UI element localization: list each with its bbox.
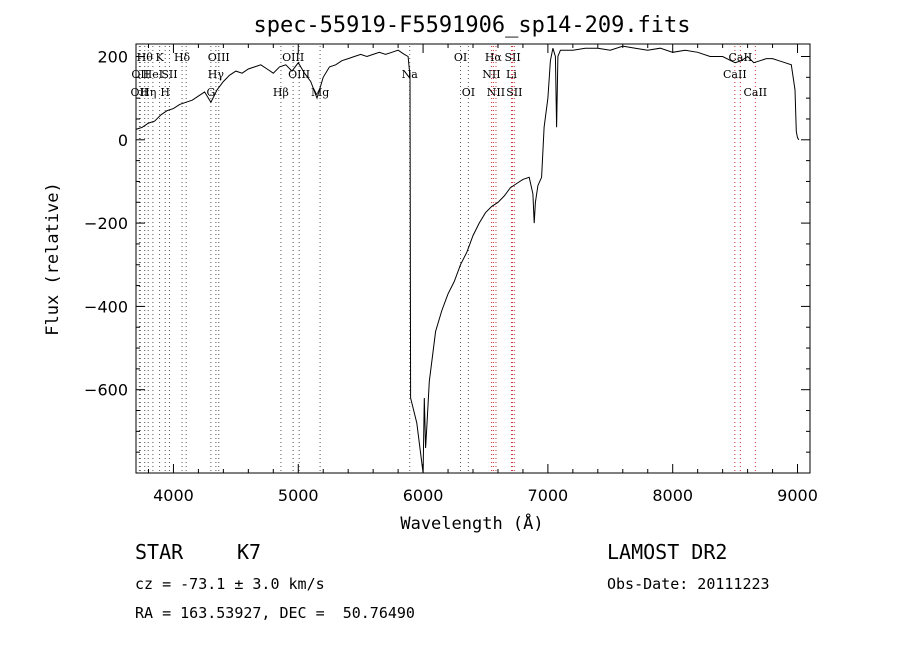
- line-marker-label: K: [155, 51, 164, 64]
- line-marker-label: H: [160, 86, 170, 99]
- line-marker-label: SII: [504, 51, 520, 64]
- ra-dec-coordinates: RA = 163.53927, DEC = 50.76490: [135, 604, 415, 622]
- line-marker-label: OI: [462, 86, 475, 99]
- object-class: STAR: [135, 540, 184, 564]
- line-marker-label: CaII: [729, 51, 753, 64]
- axis-ticks: 4000 5000 6000 7000 8000 9000 200 0 −200 −400 −600: [84, 44, 818, 505]
- line-marker-label: NII: [487, 86, 505, 99]
- line-marker-label: Hβ: [273, 86, 289, 99]
- line-marker-label: Hγ: [208, 68, 225, 81]
- line-marker-label: OI: [454, 51, 467, 64]
- line-marker-label: Hα: [485, 51, 503, 64]
- line-markers: [138, 46, 756, 473]
- line-marker-label: OIII: [208, 51, 230, 64]
- y-tick-label: −600: [84, 381, 128, 400]
- spectrum-series-line: [135, 45, 800, 474]
- line-marker-label: OII: [131, 86, 149, 99]
- line-marker-label: Li: [506, 68, 517, 81]
- x-tick-label: 8000: [652, 486, 693, 505]
- line-marker-label: OIII: [282, 51, 304, 64]
- y-tick-label: 0: [118, 131, 128, 150]
- plot-frame: [135, 43, 811, 474]
- line-marker-label: Hδ: [174, 51, 191, 64]
- redshift-velocity: cz = -73.1 ± 3.0 km/s: [135, 575, 325, 593]
- line-marker-label: Hθ: [137, 51, 154, 64]
- x-tick-label: 9000: [777, 486, 818, 505]
- line-marker-label: Hη: [140, 86, 156, 99]
- x-tick-label: 6000: [403, 486, 444, 505]
- y-axis-label: Flux (relative): [43, 182, 63, 336]
- observation-date: Obs-Date: 20111223: [607, 575, 770, 593]
- x-axis-label: Wavelength (Å): [400, 512, 543, 534]
- object-subclass: K7: [237, 540, 262, 564]
- chart-title: spec-55919-F5591906_sp14-209.fits: [253, 13, 690, 38]
- x-tick-label: 5000: [278, 486, 319, 505]
- line-marker-label: CaII: [743, 86, 767, 99]
- survey-name: LAMOST DR2: [607, 540, 728, 564]
- line-marker-label: HeI: [143, 68, 163, 81]
- line-marker-label: CaII: [723, 68, 747, 81]
- line-marker-label: SII: [506, 86, 522, 99]
- line-marker-label: G: [206, 86, 215, 99]
- line-marker-label: SII: [161, 68, 177, 81]
- line-marker-label: NII: [482, 68, 500, 81]
- y-tick-label: −400: [84, 297, 128, 316]
- line-marker-label: OIII: [288, 68, 310, 81]
- line-marker-labels: OIIOIIHθHηHeIKHSIIHδGHγOIIIHβOIIIOIIIMgN…: [131, 51, 768, 99]
- y-tick-label: 200: [97, 47, 128, 66]
- x-tick-label: 7000: [528, 486, 569, 505]
- line-marker-label: Mg: [311, 86, 329, 99]
- y-tick-label: −200: [84, 214, 128, 233]
- x-tick-label: 4000: [153, 486, 194, 505]
